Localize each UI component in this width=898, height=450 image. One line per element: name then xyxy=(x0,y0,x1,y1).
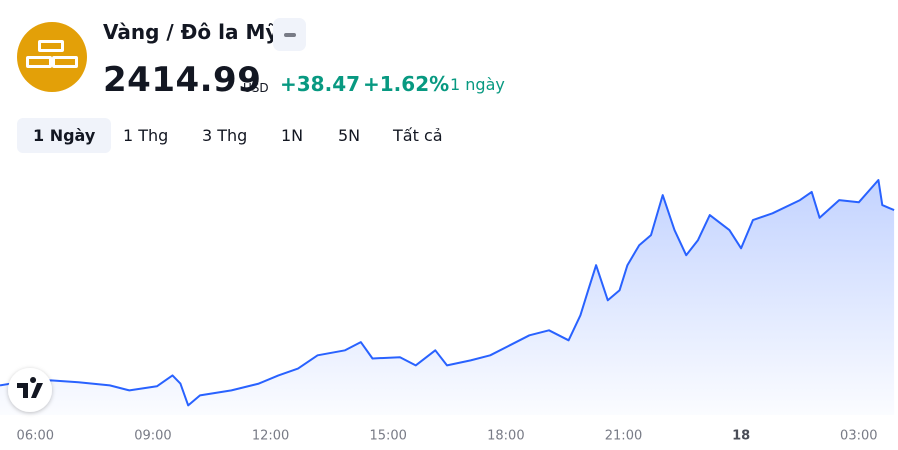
currency: USD xyxy=(243,81,269,95)
x-tick-label: 18 xyxy=(732,429,750,444)
x-tick-label: 09:00 xyxy=(134,429,171,444)
x-tick-label: 21:00 xyxy=(605,429,642,444)
area-fill xyxy=(0,180,895,415)
period: 1 ngày xyxy=(450,75,505,94)
price-line xyxy=(0,179,895,407)
x-tick-label: 12:00 xyxy=(252,429,289,444)
price: 2414.99 xyxy=(103,60,262,100)
range-tab[interactable]: 5N xyxy=(338,126,361,145)
tv-badge xyxy=(8,368,52,412)
range-tab[interactable]: Tất cả xyxy=(393,126,443,145)
change: +38.47 xyxy=(280,72,361,96)
x-tick-label: 06:00 xyxy=(17,429,54,444)
change-percent: +1.62% xyxy=(363,72,450,96)
title: Vàng / Đô la Mỹ xyxy=(103,20,279,44)
range-tab[interactable]: 1 Ngày xyxy=(17,118,112,153)
range-tab[interactable]: 3 Thg xyxy=(202,126,248,145)
range-tab[interactable]: 1 Thg xyxy=(123,126,169,145)
range-tab[interactable]: 1N xyxy=(281,126,304,145)
x-tick-label: 15:00 xyxy=(369,429,406,444)
collapse-button[interactable] xyxy=(273,18,306,51)
x-tick-label: 18:00 xyxy=(487,429,524,444)
asset-logo xyxy=(17,22,87,92)
x-tick-label: 03:00 xyxy=(840,429,877,444)
